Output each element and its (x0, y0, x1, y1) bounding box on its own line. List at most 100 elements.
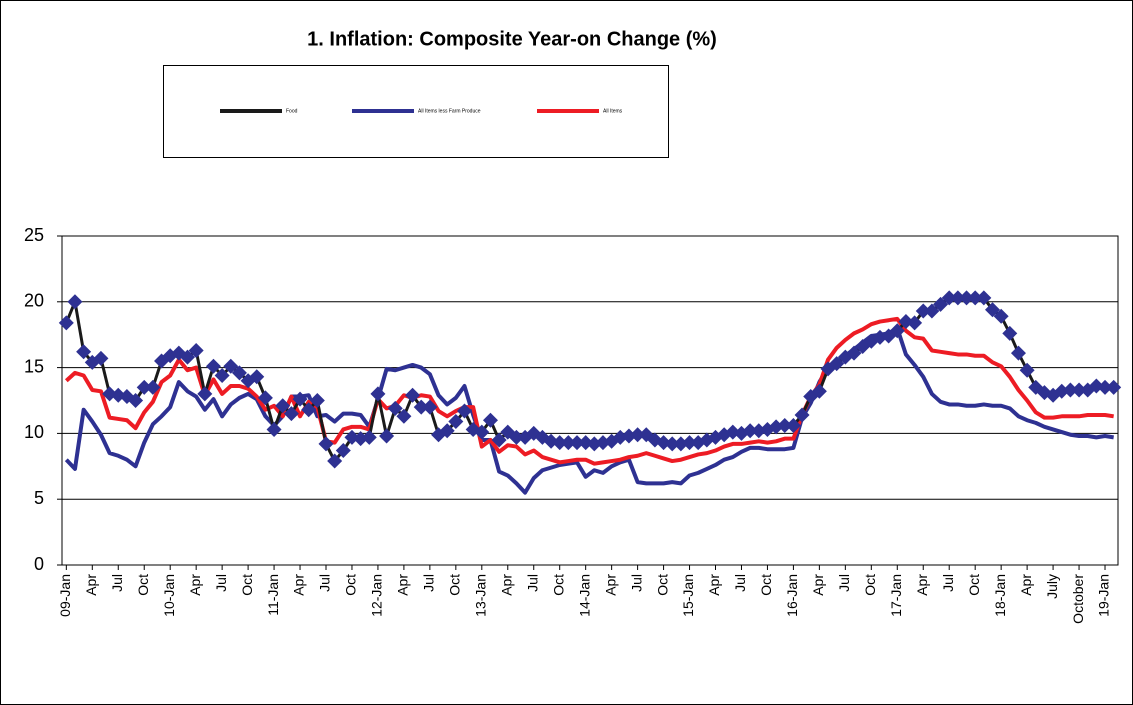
x-tick-label: 17-Jan (888, 574, 904, 617)
x-tick-label: 10-Jan (161, 574, 177, 617)
marker (309, 393, 325, 408)
y-tick-label: 10 (24, 422, 44, 442)
x-tick-label: 12-Jan (369, 574, 385, 617)
chart-title: 1. Inflation: Composite Year-on Change (… (307, 28, 717, 50)
marker (907, 315, 923, 331)
x-tick-label: Apr (498, 574, 514, 596)
marker (474, 424, 490, 440)
marker (275, 398, 291, 414)
marker (318, 436, 334, 452)
marker (214, 367, 230, 383)
x-tick-label: Apr (395, 574, 411, 596)
marker (283, 406, 299, 422)
marker (387, 400, 403, 416)
series-line (64, 326, 1114, 495)
x-tick-label: Oct (966, 574, 982, 596)
marker (794, 407, 810, 423)
x-tick-label: 18-Jan (992, 574, 1008, 617)
x-tick-label: 15-Jan (680, 574, 696, 617)
legend-label: All Items less Farm Produce (418, 108, 481, 114)
marker (93, 350, 109, 366)
marker (249, 369, 265, 385)
marker (924, 303, 940, 319)
x-tick-label: Oct (447, 574, 463, 596)
marker (1010, 345, 1026, 361)
marker (136, 379, 152, 395)
marker (1106, 379, 1122, 395)
marker (145, 379, 161, 395)
marker (231, 365, 247, 381)
marker (508, 429, 524, 445)
x-tick-label: Jul (732, 574, 748, 592)
marker (1019, 362, 1035, 378)
marker (984, 302, 1000, 318)
marker (197, 386, 213, 402)
marker (482, 412, 498, 428)
legend-label: All Items (603, 108, 623, 114)
marker (379, 428, 395, 444)
marker (439, 423, 455, 439)
marker (959, 290, 975, 306)
marker (327, 453, 343, 469)
marker (188, 342, 204, 358)
marker (361, 429, 377, 445)
marker (889, 323, 905, 339)
marker (500, 424, 516, 440)
marker (257, 390, 273, 406)
marker (67, 294, 83, 310)
marker (448, 414, 464, 430)
x-tick-label: Oct (862, 574, 878, 596)
marker (422, 399, 438, 415)
marker (76, 344, 92, 360)
series-line (64, 316, 1114, 466)
marker (301, 402, 317, 418)
y-tick-label: 20 (24, 291, 44, 311)
x-tick-label: Oct (758, 574, 774, 596)
marker (829, 356, 845, 372)
marker (933, 296, 949, 312)
marker (370, 386, 386, 402)
x-tick-label: Jul (213, 574, 229, 592)
y-tick-label: 5 (34, 488, 44, 508)
marker (993, 308, 1009, 324)
x-tick-label: Apr (810, 574, 826, 596)
x-tick-label: Oct (343, 574, 359, 596)
marker (335, 443, 351, 459)
plot-frame (61, 235, 1119, 566)
marker (413, 399, 429, 415)
marker (742, 423, 758, 439)
x-tick-label: Apr (291, 574, 307, 596)
marker (950, 290, 966, 306)
marker (569, 435, 585, 451)
x-tick-label: Apr (1018, 574, 1034, 596)
marker (456, 403, 472, 419)
marker (630, 427, 646, 443)
x-tick-label: Jul (940, 574, 956, 592)
marker (915, 303, 931, 319)
marker (205, 358, 221, 374)
x-tick-label: July (1044, 574, 1060, 599)
marker (1062, 382, 1078, 398)
x-tick-label: 13-Jan (473, 574, 489, 617)
x-tick-label: Apr (914, 574, 930, 596)
x-tick-label: Oct (550, 574, 566, 596)
x-tick-label: October (1070, 574, 1086, 624)
marker (777, 418, 793, 434)
y-tick-label: 25 (24, 225, 44, 245)
x-tick-label: Apr (187, 574, 203, 596)
x-tick-label: 09-Jan (57, 574, 73, 617)
x-tick-label: Oct (135, 574, 151, 596)
marker (58, 315, 74, 331)
x-tick-label: Apr (706, 574, 722, 596)
marker (976, 290, 992, 306)
y-tick-label: 15 (24, 356, 44, 376)
marker (223, 358, 239, 374)
x-tick-label: 14-Jan (576, 574, 592, 617)
x-tick-label: 11-Jan (265, 574, 281, 616)
x-tick-label: Jul (836, 574, 852, 592)
marker (967, 290, 983, 306)
marker (682, 435, 698, 451)
x-tick-label: Jul (628, 574, 644, 592)
x-tick-label: Apr (602, 574, 618, 596)
